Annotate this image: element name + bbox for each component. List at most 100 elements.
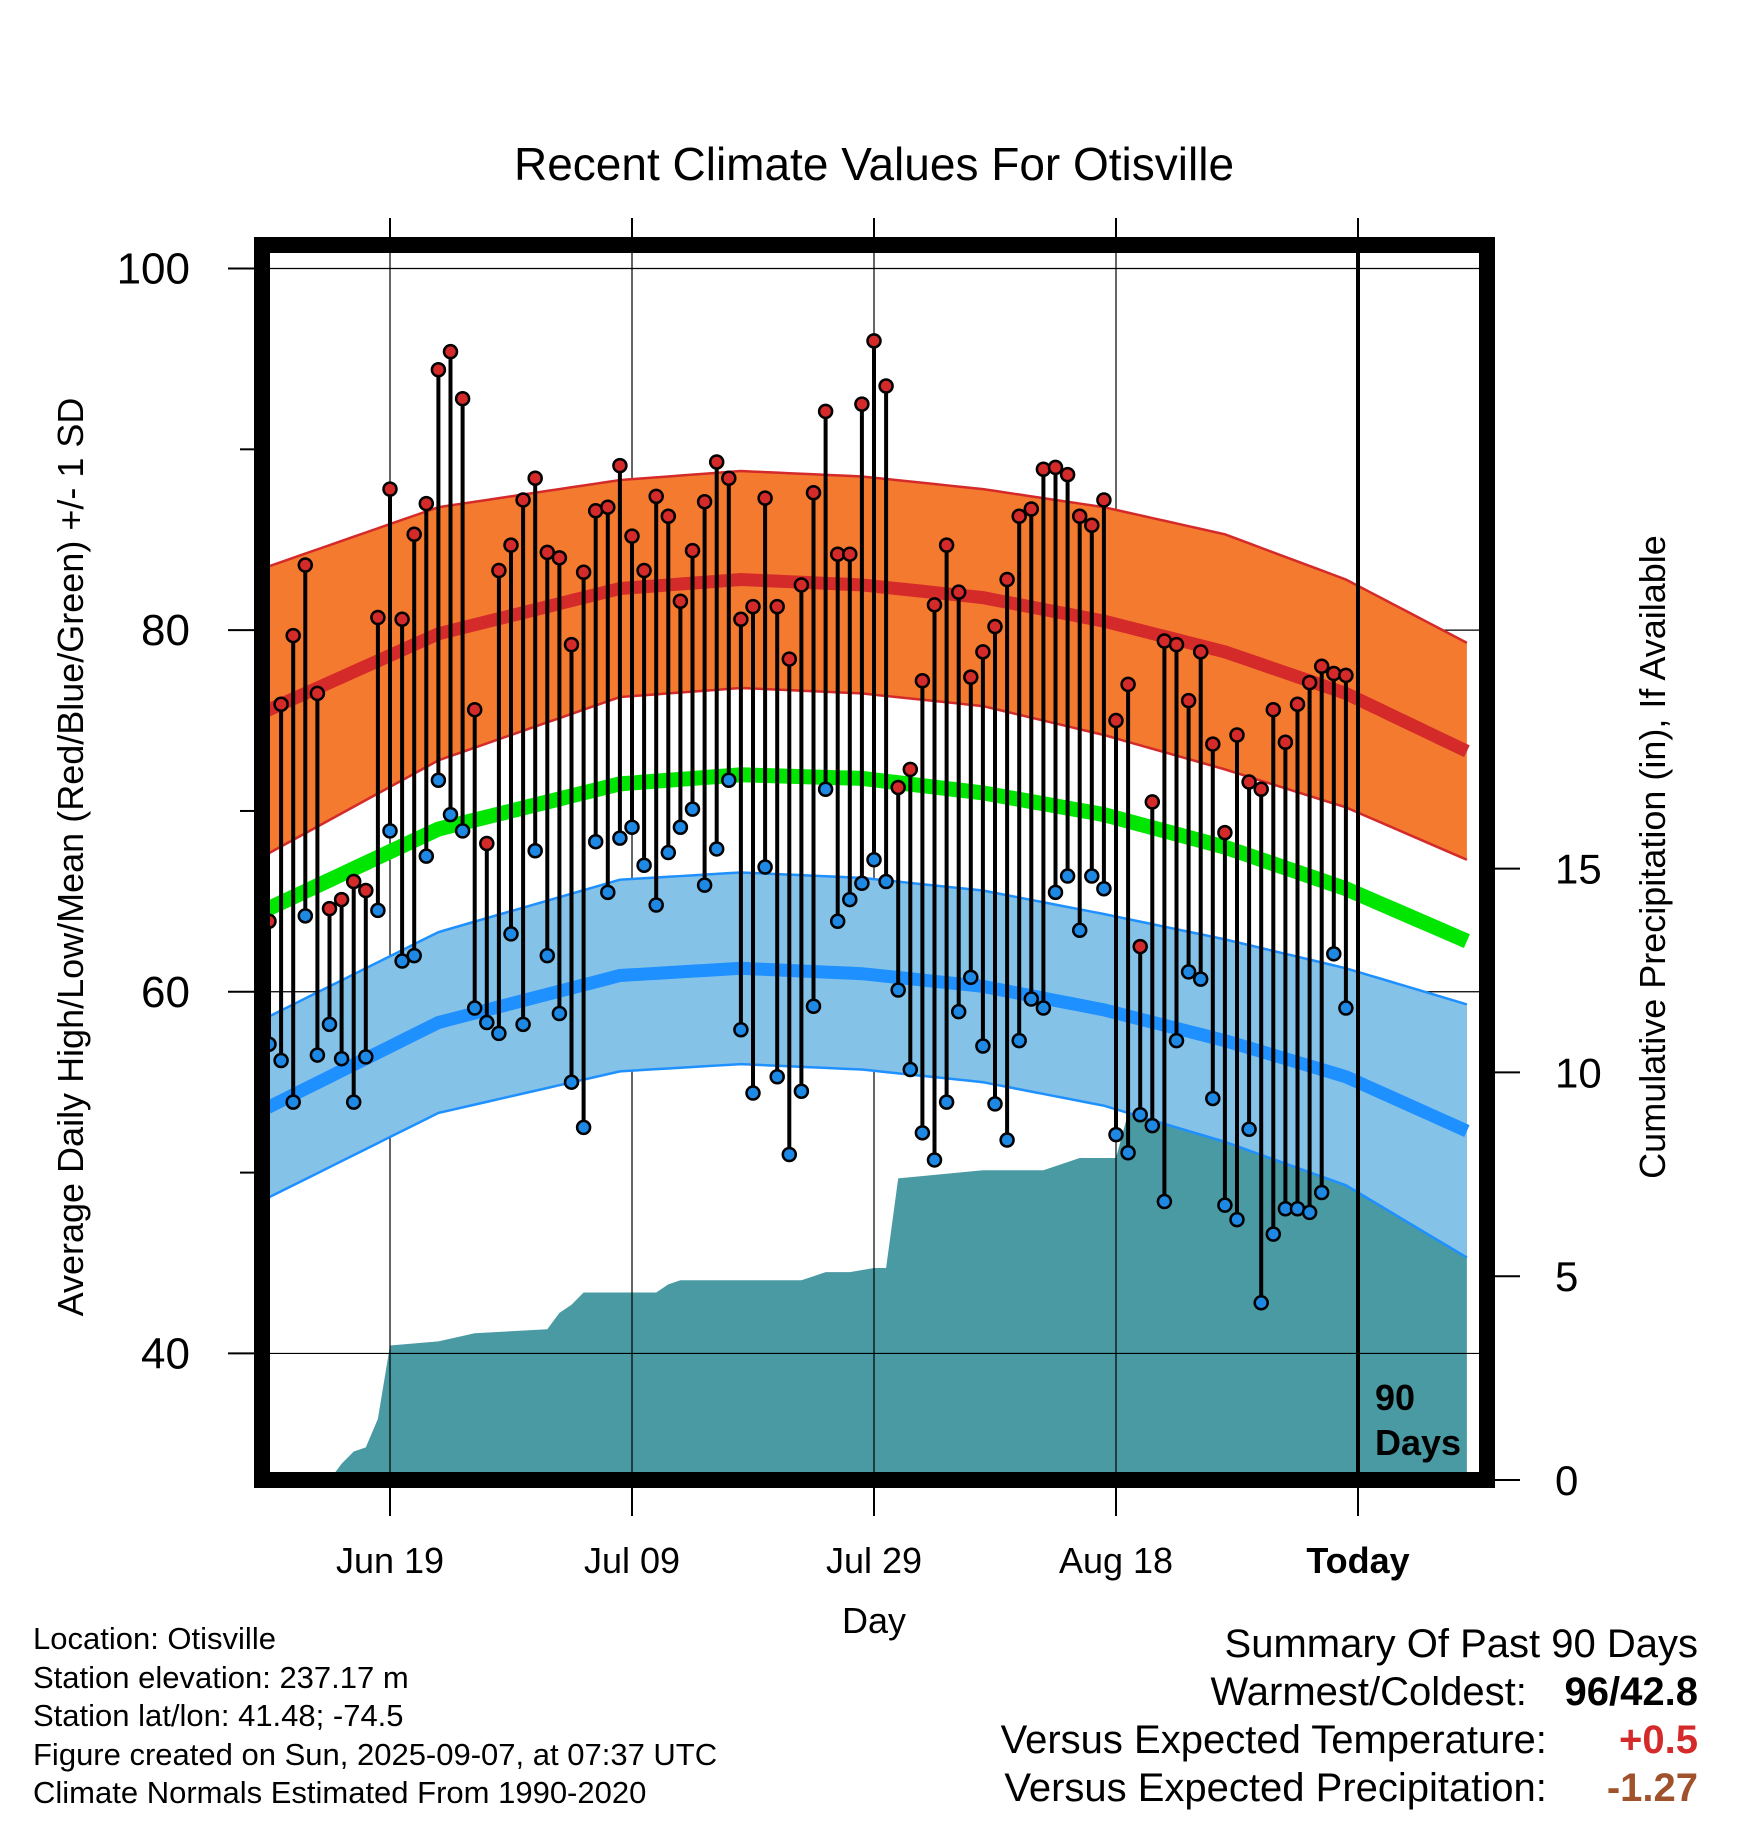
- daily-high-point: [745, 598, 761, 615]
- daily-high-point: [660, 508, 677, 524]
- warmest-coldest-row: Warmest/Coldest: 96/42.8: [1001, 1668, 1699, 1716]
- daily-low-point: [1144, 1117, 1161, 1134]
- summary-panel: Summary Of Past 90 Days Warmest/Coldest:…: [1001, 1620, 1698, 1812]
- daily-high-point: [575, 564, 592, 581]
- daily-high-point: [1108, 712, 1124, 729]
- daily-low-point: [708, 841, 725, 857]
- y-axis-label: Average Daily High/Low/Mean (Red/Blue/Gr…: [50, 398, 91, 1317]
- daily-high-point: [1120, 676, 1136, 693]
- daily-low-point: [527, 842, 543, 859]
- chart-title: Recent Climate Values For Otisville: [514, 138, 1234, 190]
- y2-tick-label: 0: [1555, 1457, 1578, 1504]
- daily-high-point: [297, 557, 314, 573]
- daily-low-point: [394, 953, 410, 969]
- x-tick-label: Jul 09: [584, 1540, 680, 1581]
- daily-low-point: [1023, 991, 1040, 1007]
- low-band-lower-edge: [262, 1062, 1468, 1259]
- daily-low-point: [1217, 1197, 1233, 1213]
- daily-high-point: [1096, 492, 1112, 508]
- daily-high-point: [1168, 636, 1185, 653]
- daily-low-point: [999, 1132, 1015, 1148]
- y2-tick-label: 5: [1555, 1253, 1578, 1300]
- daily-high-point: [563, 636, 580, 653]
- daily-high-point: [1229, 727, 1245, 743]
- daily-high-point: [370, 609, 386, 626]
- daily-high-point: [539, 544, 556, 561]
- daily-high-point: [1084, 517, 1100, 534]
- daily-low-point: [442, 806, 459, 823]
- daily-low-point: [805, 998, 822, 1015]
- daily-low-point: [273, 1052, 289, 1069]
- precip-anomaly-row: Versus Expected Precipitation: -1.27: [1001, 1764, 1698, 1812]
- daily-high-point: [418, 495, 435, 512]
- daily-high-point: [1059, 466, 1076, 483]
- daily-low-point: [963, 969, 979, 986]
- daily-low-point: [539, 947, 556, 964]
- daily-low-point: [1192, 971, 1209, 987]
- daily-low-point: [406, 947, 422, 964]
- daily-high-point: [442, 343, 459, 360]
- daily-low-point: [914, 1125, 931, 1141]
- daily-high-point: [842, 546, 858, 562]
- window-label-line1: 90: [1375, 1377, 1415, 1418]
- daily-high-point: [527, 470, 543, 487]
- temp-anomaly-row: Versus Expected Temperature: +0.5: [1001, 1716, 1698, 1764]
- y2-tick-label: 10: [1555, 1049, 1602, 1096]
- plot-frame: [254, 237, 1495, 1488]
- daily-high-point: [321, 900, 338, 917]
- daily-low-point: [1084, 868, 1100, 884]
- warmest-coldest-value: 96/42.8: [1564, 1670, 1698, 1714]
- warmest-value: 96: [1564, 1670, 1610, 1714]
- daily-high-point: [612, 457, 628, 474]
- daily-high-point: [273, 696, 289, 713]
- daily-high-point: [1023, 501, 1040, 517]
- daily-low-point: [345, 1094, 362, 1110]
- daily-low-point: [684, 801, 701, 817]
- daily-high-point: [854, 396, 870, 412]
- daily-low-point: [672, 819, 689, 835]
- daily-low-point: [285, 1094, 301, 1110]
- daily-high-point: [491, 562, 507, 579]
- daily-low-point: [575, 1119, 592, 1136]
- daily-low-point: [781, 1146, 798, 1163]
- daily-low-point: [430, 772, 447, 788]
- daily-high-point: [1205, 736, 1221, 752]
- daily-low-point: [563, 1074, 580, 1090]
- daily-high-point: [1011, 508, 1027, 524]
- daily-low-point: [1156, 1193, 1173, 1210]
- daily-high-point: [1253, 781, 1269, 798]
- daily-high-point: [938, 537, 955, 553]
- daily-high-point: [382, 481, 398, 497]
- daily-low-point: [1047, 884, 1064, 901]
- daily-high-point: [684, 542, 701, 559]
- daily-high-point: [430, 362, 447, 378]
- daily-low-point: [491, 1025, 507, 1042]
- daily-low-point: [817, 781, 834, 798]
- daily-high-point: [999, 571, 1015, 588]
- daily-high-point: [551, 550, 568, 566]
- daily-low-point: [1059, 868, 1076, 884]
- daily-low-point: [1338, 1000, 1354, 1016]
- daily-low-point: [1096, 880, 1112, 897]
- daily-high-point: [1144, 794, 1161, 810]
- daily-low-point: [503, 926, 519, 942]
- daily-low-point: [1108, 1126, 1124, 1143]
- daily-low-point: [1229, 1211, 1245, 1228]
- daily-low-point: [454, 823, 471, 839]
- summary-title: Summary Of Past 90 Days: [1224, 1622, 1698, 1666]
- daily-high-point: [890, 779, 906, 796]
- daily-low-point: [842, 891, 858, 908]
- y-tick-label: 80: [141, 606, 190, 655]
- x-tick-label: Jul 29: [826, 1540, 922, 1581]
- daily-high-point: [1217, 824, 1233, 841]
- daily-low-point: [926, 1152, 943, 1168]
- daily-high-point: [902, 761, 919, 778]
- daily-high-point: [696, 494, 713, 510]
- temp-anomaly-value: +0.5: [1619, 1718, 1698, 1762]
- daily-high-point: [1265, 701, 1282, 718]
- daily-high-point: [309, 685, 326, 702]
- precip-anomaly-value: -1.27: [1606, 1766, 1698, 1810]
- coldest-value: 42.8: [1620, 1670, 1698, 1714]
- daily-low-point: [1253, 1295, 1269, 1311]
- daily-low-point: [466, 1000, 483, 1016]
